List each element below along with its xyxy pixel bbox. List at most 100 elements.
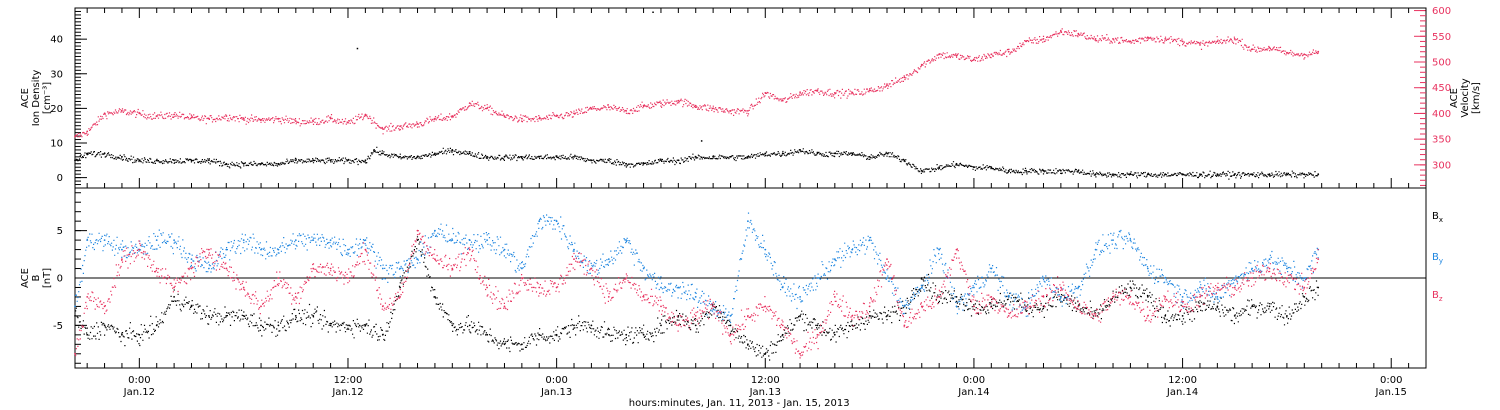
velocity-series-point bbox=[938, 53, 941, 56]
density-series-point bbox=[747, 155, 749, 158]
by-series-point bbox=[329, 239, 332, 242]
density-series-point bbox=[799, 149, 801, 151]
bz-series-point bbox=[451, 267, 454, 270]
bz-series-point bbox=[781, 324, 784, 327]
bz-series-point bbox=[1025, 305, 1027, 308]
bz-series-point bbox=[1146, 315, 1149, 317]
b-axis-label: [nT] bbox=[42, 268, 53, 288]
b-axis-label: B bbox=[31, 274, 42, 281]
density-series-point bbox=[990, 166, 993, 169]
density-series-point bbox=[1060, 169, 1062, 172]
velocity-series-point bbox=[451, 115, 454, 117]
by-series-point bbox=[1077, 286, 1080, 289]
by-series-point bbox=[74, 305, 76, 308]
bz-series-point bbox=[694, 315, 697, 317]
by-series-point bbox=[886, 277, 888, 279]
density-series-point bbox=[677, 159, 680, 162]
x-tick-time: 0:00 bbox=[963, 375, 985, 386]
bz-series-point bbox=[938, 296, 941, 298]
bx-series-point bbox=[121, 333, 123, 336]
bx-series-point bbox=[260, 324, 262, 327]
by-series-point bbox=[642, 267, 645, 270]
bz-series-point bbox=[851, 315, 854, 317]
x-tick-time: 0:00 bbox=[1380, 375, 1402, 386]
bx-series-point bbox=[1251, 305, 1253, 308]
bx-series-point bbox=[242, 315, 245, 317]
density-series-point bbox=[1251, 173, 1253, 176]
velocity-tick-label: 400 bbox=[1432, 109, 1451, 120]
bz-series-point bbox=[1233, 286, 1236, 289]
bx-series-point bbox=[799, 315, 801, 317]
velocity-series-point bbox=[1303, 53, 1306, 56]
bx-series-point bbox=[729, 324, 732, 327]
bz-series-point bbox=[660, 305, 662, 308]
density-series-point bbox=[381, 152, 384, 155]
density-series-point bbox=[642, 162, 645, 165]
bz-series-point bbox=[903, 324, 906, 327]
by-series-point bbox=[903, 305, 906, 308]
velocity-series-point bbox=[573, 112, 575, 115]
bz-series-point bbox=[190, 267, 193, 270]
by-series-point bbox=[607, 258, 610, 260]
by-series-point bbox=[555, 220, 558, 223]
velocity-series-point bbox=[1042, 38, 1045, 40]
density-tick-label: 30 bbox=[50, 69, 63, 80]
bz-series-point bbox=[712, 305, 714, 308]
velocity-series-point bbox=[555, 115, 558, 117]
by-series-point bbox=[121, 248, 123, 251]
x-tick-date: Jan.14 bbox=[1166, 387, 1198, 398]
bz-series-point bbox=[1129, 296, 1132, 298]
density-series-point bbox=[1094, 173, 1097, 176]
by-series-point bbox=[416, 258, 419, 260]
bx-series-point bbox=[1129, 286, 1132, 289]
bz-series-point bbox=[86, 296, 89, 298]
x-tick-time: 12:00 bbox=[334, 375, 363, 386]
velocity-series-point bbox=[590, 107, 593, 110]
bx-series-point bbox=[74, 315, 76, 317]
bz-series-point bbox=[399, 296, 401, 298]
x-tick-time: 12:00 bbox=[751, 375, 780, 386]
bz-series-point bbox=[294, 296, 297, 298]
by-series-point bbox=[938, 248, 941, 251]
velocity-series-point bbox=[503, 115, 506, 117]
velocity-series-point bbox=[1025, 40, 1027, 43]
legend-item-Bz: Bz bbox=[1432, 290, 1443, 303]
velocity-series-point bbox=[381, 127, 384, 130]
velocity-series-point bbox=[416, 122, 419, 125]
velocity-series-point bbox=[955, 54, 958, 57]
by-series-point bbox=[799, 296, 801, 298]
density-series-point bbox=[833, 152, 836, 155]
bz-series-point bbox=[103, 305, 106, 308]
velocity-series-point bbox=[242, 117, 245, 120]
bz-series-point bbox=[1007, 315, 1010, 317]
velocity-series-point bbox=[1094, 38, 1097, 40]
density-series-point bbox=[347, 159, 349, 162]
velocity-series-point bbox=[1077, 32, 1080, 35]
bz-series-point bbox=[886, 258, 888, 260]
density-series-point bbox=[521, 155, 523, 158]
b-legend: Bx By Bz bbox=[1432, 211, 1443, 303]
density-series-point bbox=[373, 149, 375, 151]
bx-series-point bbox=[764, 352, 767, 355]
density-series-point bbox=[955, 162, 958, 165]
bz-series-point bbox=[1181, 305, 1184, 308]
velocity-axis-title: ACE Velocity [km/s] bbox=[1449, 78, 1482, 117]
velocity-series-point bbox=[642, 104, 645, 107]
density-series-point bbox=[1077, 169, 1080, 172]
velocity-series-point bbox=[816, 89, 819, 92]
velocity-series-point bbox=[103, 112, 106, 115]
density-series-point bbox=[1317, 173, 1320, 176]
by-series-point bbox=[277, 248, 280, 251]
by-series-point bbox=[851, 248, 854, 251]
density-series-point bbox=[294, 159, 297, 162]
bx-series-point bbox=[573, 324, 575, 327]
velocity-series-point bbox=[1129, 40, 1132, 43]
density-series-point bbox=[538, 155, 541, 158]
by-series-point bbox=[155, 239, 158, 242]
by-series-point bbox=[920, 286, 923, 289]
density-series-point bbox=[1286, 173, 1288, 176]
by-series-point bbox=[660, 286, 662, 289]
bz-series-point bbox=[1164, 296, 1167, 298]
bx-series-point bbox=[103, 324, 106, 327]
bz-series-point bbox=[225, 267, 228, 270]
